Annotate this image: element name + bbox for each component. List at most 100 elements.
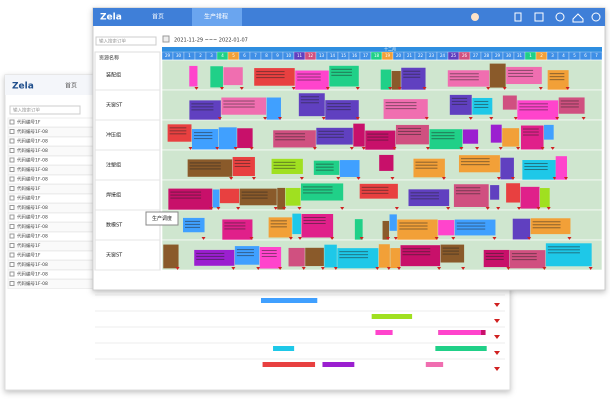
task-block [400, 245, 441, 267]
task-block [322, 362, 355, 367]
task-text-line [196, 252, 225, 254]
task-block [288, 247, 305, 267]
task-text-line [560, 106, 579, 108]
marker [550, 147, 555, 150]
task-block [490, 185, 500, 200]
task-text-line [224, 225, 246, 227]
task-text-line [449, 76, 479, 78]
task-text-line [524, 163, 548, 165]
front-header [93, 8, 605, 26]
day-label: 4 [562, 53, 565, 58]
day-label: 12 [308, 53, 314, 58]
marker [446, 207, 451, 210]
marker [386, 267, 391, 270]
day-label: 1 [188, 53, 191, 58]
day-label: 6 [584, 53, 587, 58]
task-block [438, 220, 455, 236]
task-block [285, 187, 301, 206]
task-block [305, 247, 324, 267]
task-text-line [519, 103, 548, 105]
front-tab[interactable]: 首页 [152, 13, 164, 21]
icon[interactable] [555, 12, 565, 22]
task-text-line [224, 222, 246, 224]
day-label: 14 [330, 53, 336, 58]
task-block [458, 155, 500, 173]
list-item: 代码编号1F-08 [17, 233, 48, 240]
task-block [530, 218, 571, 235]
resource-table [94, 51, 161, 271]
checkbox [9, 119, 15, 125]
task-block [262, 362, 316, 367]
task-text-line [474, 106, 489, 108]
front-tab[interactable]: 生产排程 [204, 13, 228, 21]
list-item: 代码编号1F-08 [17, 128, 48, 135]
marker [538, 87, 543, 90]
front-search[interactable] [95, 36, 157, 46]
back-brand: Zela [12, 82, 34, 92]
icon[interactable] [591, 12, 601, 22]
task-text-line [169, 133, 187, 135]
task-text-line [522, 134, 539, 136]
marker [563, 177, 568, 180]
task-text-line [410, 198, 439, 200]
task-text-line [402, 254, 431, 256]
task-block [397, 219, 438, 241]
task-block [502, 128, 520, 147]
day-label: 1 [529, 53, 532, 58]
task-block [539, 188, 550, 208]
marker [494, 303, 500, 307]
task-text-line [256, 71, 285, 73]
list-item: 代码编号1F-08 [17, 166, 48, 173]
icon[interactable] [534, 12, 544, 22]
task-block [502, 95, 517, 110]
task-text-line [223, 103, 255, 105]
task-text-line [275, 133, 306, 135]
task-text-line [224, 228, 246, 230]
marker [299, 177, 304, 180]
task-text-line [560, 103, 579, 105]
task-text-line [451, 103, 468, 105]
task-block [266, 97, 281, 121]
marker [441, 177, 446, 180]
back-search[interactable] [9, 105, 81, 115]
toggle[interactable] [162, 35, 170, 43]
task-text-line [185, 226, 201, 228]
marker [356, 177, 361, 180]
day-label: 26 [462, 53, 468, 58]
task-block [259, 246, 282, 269]
task-text-line [399, 225, 428, 227]
task-text-line [241, 194, 268, 196]
marker [494, 319, 500, 323]
day-label: 20 [396, 53, 402, 58]
day-label: 11 [297, 53, 303, 58]
marker [355, 87, 360, 90]
task-text-line [300, 99, 319, 101]
day-label: 13 [319, 53, 325, 58]
marker [277, 117, 282, 120]
task-text-line [256, 74, 285, 76]
task-text-line [367, 139, 389, 141]
task-block [462, 129, 479, 144]
task-text-line [485, 252, 504, 254]
task-text-line [385, 108, 417, 110]
checkbox [9, 243, 15, 248]
day-label: 25 [451, 53, 457, 58]
marker [215, 147, 220, 150]
task-block [210, 66, 223, 88]
day-label: 5 [573, 53, 576, 58]
task-text-line [410, 192, 439, 194]
task-text-line [511, 253, 537, 255]
task-block [298, 93, 325, 117]
task-block [520, 186, 540, 209]
day-label: 10 [286, 53, 292, 58]
task-text-line [451, 100, 468, 102]
task-block [324, 244, 337, 268]
task-block [219, 188, 240, 204]
popup[interactable] [145, 211, 179, 226]
task-block [183, 217, 205, 233]
marker [390, 177, 395, 180]
icon[interactable] [572, 13, 584, 23]
avatar[interactable] [471, 13, 479, 21]
task-block [380, 69, 392, 93]
icon[interactable] [514, 12, 522, 22]
